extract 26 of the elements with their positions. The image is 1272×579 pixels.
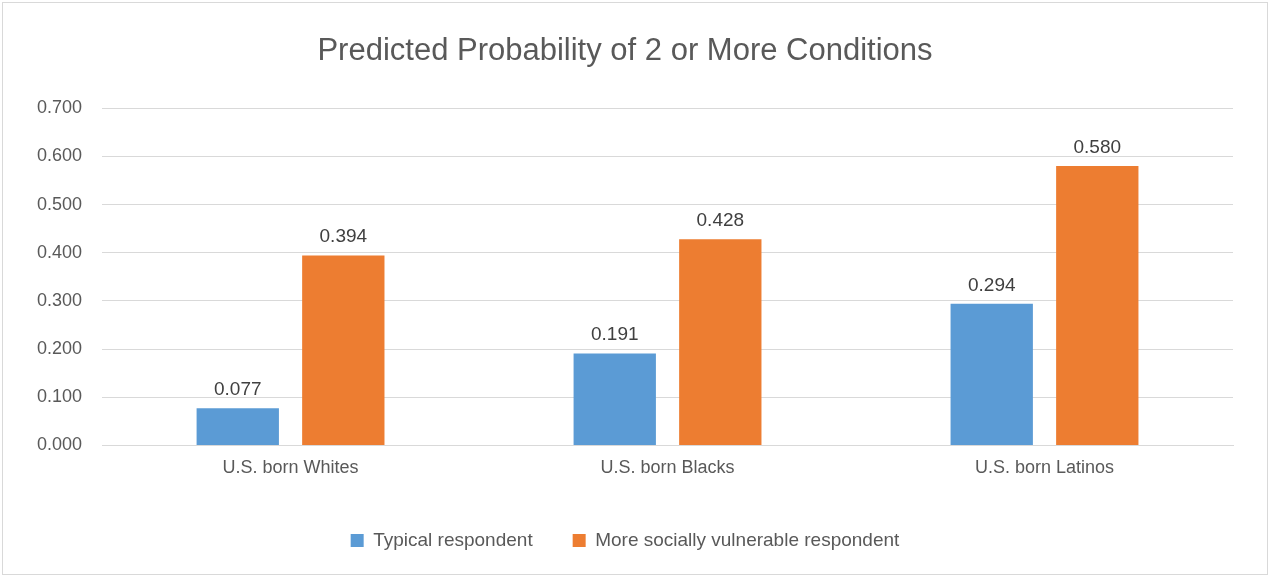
y-tick-label: 0.000 (37, 434, 83, 455)
bar (679, 239, 762, 445)
bar (196, 408, 279, 445)
legend-label: More socially vulnerable respondent (595, 528, 901, 550)
bar (950, 303, 1033, 445)
chart-title: Predicted Probability of 2 or More Conditions (317, 32, 933, 68)
data-label: 0.294 (967, 273, 1016, 295)
data-label: 0.191 (590, 323, 639, 345)
y-tick-label: 0.100 (37, 386, 83, 407)
y-tick-label: 0.400 (37, 241, 83, 262)
data-label: 0.428 (696, 208, 745, 230)
x-tick-label: U.S. born Blacks (600, 457, 735, 478)
y-tick-label: 0.600 (37, 145, 83, 166)
data-label: 0.394 (319, 225, 368, 247)
x-tick-label: U.S. born Whites (222, 457, 359, 478)
bar (573, 353, 656, 445)
y-tick-label: 0.500 (37, 193, 83, 214)
y-tick-label: 0.200 (37, 338, 83, 359)
bar (1056, 166, 1139, 445)
legend-label: Typical respondent (373, 528, 534, 550)
x-tick-label: U.S. born Latinos (974, 457, 1115, 478)
y-tick-label: 0.700 (37, 97, 83, 118)
data-label: 0.077 (213, 378, 262, 400)
data-label: 0.580 (1073, 135, 1122, 157)
y-tick-label: 0.300 (37, 289, 83, 310)
bar (302, 255, 385, 445)
